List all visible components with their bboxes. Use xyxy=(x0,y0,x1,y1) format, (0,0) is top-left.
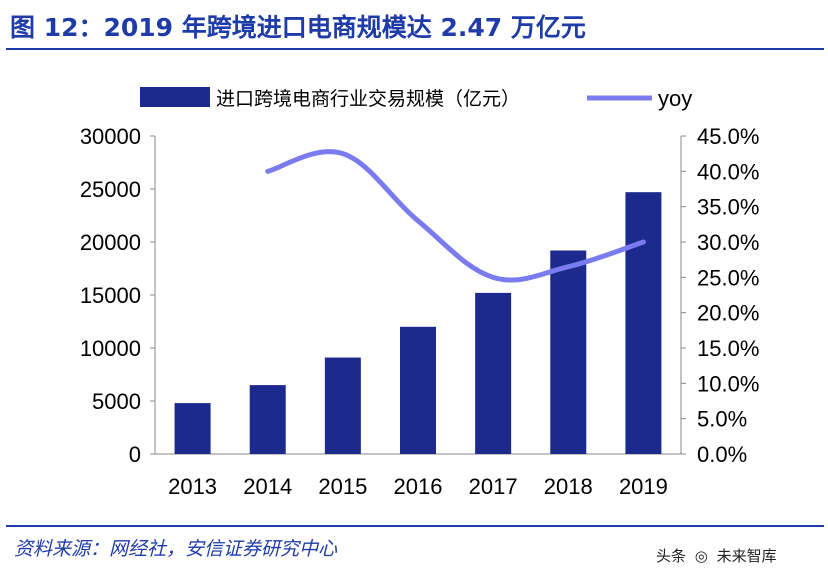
bar xyxy=(475,292,512,454)
right-tick-label: 0.0% xyxy=(697,442,747,467)
right-tick-label: 15.0% xyxy=(697,336,759,361)
x-tick-label: 2019 xyxy=(619,474,668,499)
right-tick-label: 35.0% xyxy=(697,195,759,220)
left-tick-label: 10000 xyxy=(80,336,141,361)
wechat-icon: ◎ xyxy=(694,547,708,565)
source-note: 资料来源：网经社，安信证券研究中心 xyxy=(14,538,338,560)
watermark-lead: 头条 xyxy=(656,547,687,565)
x-tick-label: 2016 xyxy=(394,474,443,499)
bar xyxy=(174,403,211,454)
title-divider xyxy=(6,48,824,50)
x-tick-label: 2015 xyxy=(318,474,367,499)
left-tick-label: 25000 xyxy=(80,177,141,202)
bar xyxy=(550,250,587,454)
legend-bar-swatch xyxy=(140,87,210,107)
right-tick-label: 25.0% xyxy=(697,265,759,290)
x-tick-label: 2013 xyxy=(168,474,217,499)
legend-line-label: yoy xyxy=(658,86,692,111)
left-tick-label: 30000 xyxy=(80,124,141,149)
bar xyxy=(400,326,436,454)
watermark-brand: 未来智库 xyxy=(716,547,777,565)
x-tick-label: 2014 xyxy=(243,474,292,499)
right-tick-label: 20.0% xyxy=(697,301,759,326)
bar xyxy=(324,357,361,454)
x-tick-label: 2017 xyxy=(469,474,518,499)
left-tick-label: 0 xyxy=(129,442,141,467)
right-tick-label: 45.0% xyxy=(697,124,759,149)
right-tick-label: 40.0% xyxy=(697,159,759,184)
left-tick-label: 20000 xyxy=(80,230,141,255)
bar xyxy=(625,192,662,454)
bar xyxy=(249,385,286,454)
left-tick-label: 5000 xyxy=(92,389,141,414)
left-tick-label: 15000 xyxy=(80,283,141,308)
right-tick-label: 30.0% xyxy=(697,230,759,255)
x-tick-label: 2018 xyxy=(544,474,593,499)
right-tick-label: 10.0% xyxy=(697,371,759,396)
legend-bar-label: 进口跨境电商行业交易规模（亿元） xyxy=(216,88,520,110)
watermark: 头条 ◎ 未来智库 xyxy=(656,545,777,566)
source-divider xyxy=(6,525,824,527)
chart-title: 图 12：2019 年跨境进口电商规模达 2.47 万亿元 xyxy=(10,13,586,42)
chart-canvas: 0 5000 10000 15000 20000 25000 30000 0.0% 5.0% 10… xyxy=(80,86,760,499)
yoy-line xyxy=(265,149,646,283)
right-tick-label: 5.0% xyxy=(697,407,747,432)
